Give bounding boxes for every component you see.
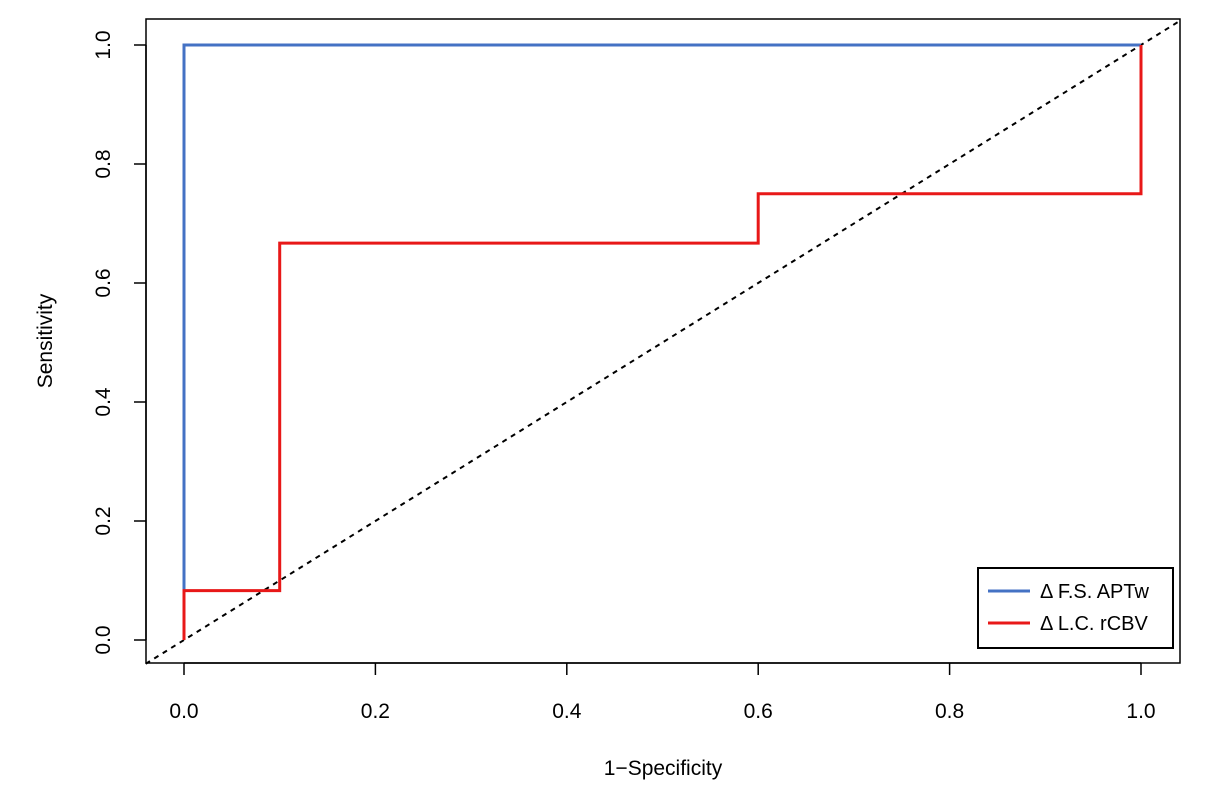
series-line-1 <box>182 43 1141 640</box>
x-tick-label: 0.2 <box>361 700 390 723</box>
y-tick-label: 0.8 <box>92 149 115 178</box>
y-axis: 0.0 0.2 0.4 0.6 0.8 1.0 <box>92 30 147 655</box>
legend-label: Δ F.S. APTw <box>1040 581 1150 603</box>
legend-label: Δ L.C. rCBV <box>1040 613 1148 635</box>
y-tick-label: 0.6 <box>92 268 115 297</box>
y-tick-label: 0.2 <box>92 506 115 535</box>
legend: Δ F.S. APTw Δ L.C. rCBV <box>977 567 1174 649</box>
reference-diagonal-line <box>145 20 1180 665</box>
series-line-2 <box>182 45 1143 640</box>
x-tick-label: 0.4 <box>552 700 582 723</box>
y-axis-title: Sensitivity <box>34 293 57 388</box>
x-tick-label: 1.0 <box>1126 700 1155 723</box>
x-tick-label: 0.6 <box>744 700 773 723</box>
series-layer <box>182 43 1143 640</box>
x-axis-title: 1−Specificity <box>604 757 723 780</box>
y-tick-label: 1.0 <box>92 30 115 59</box>
legend-box <box>977 567 1174 649</box>
x-axis: 0.0 0.2 0.4 0.6 0.8 1.0 <box>169 662 1156 723</box>
y-tick-label: 0.0 <box>92 625 115 654</box>
reference-layer <box>145 20 1180 665</box>
y-tick-label: 0.4 <box>92 387 115 417</box>
x-tick-label: 0.0 <box>169 700 198 723</box>
x-tick-label: 0.8 <box>935 700 964 723</box>
